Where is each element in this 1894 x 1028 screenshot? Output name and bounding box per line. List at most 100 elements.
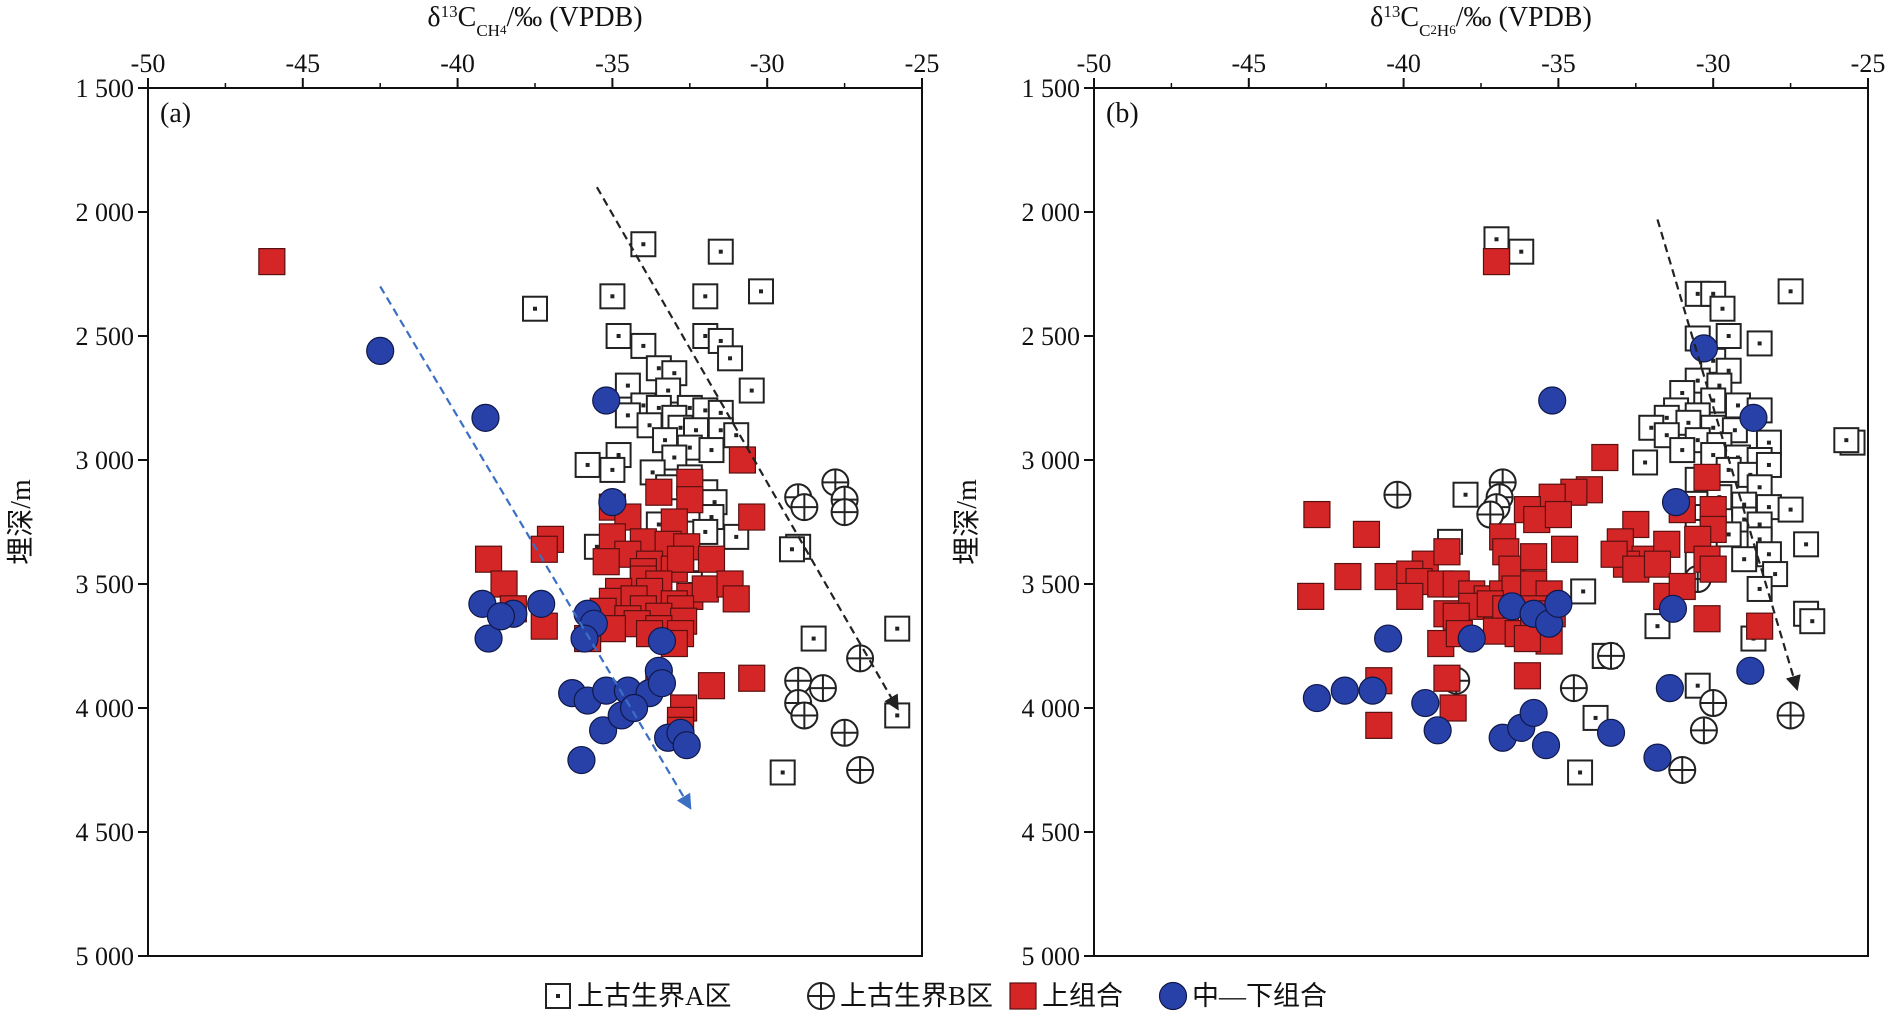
data-point [258, 248, 286, 276]
data-point-dot [1717, 383, 1722, 388]
data-point [672, 731, 701, 760]
x-axis-title-part: δ [427, 2, 440, 33]
y-axis-title: 埋深/m [952, 479, 983, 565]
data-point [661, 444, 688, 471]
data-point-dot [1695, 291, 1700, 296]
y-tick-label: 5 000 [1022, 942, 1081, 971]
data-point [1653, 422, 1680, 449]
data-point [1799, 608, 1826, 635]
data-point [599, 283, 626, 310]
data-point [1661, 488, 1691, 517]
data-point-dot [656, 366, 661, 371]
data-point-dot [1494, 237, 1499, 242]
data-point [630, 332, 657, 359]
data-point-dot [1742, 557, 1747, 562]
data-point-dot [594, 544, 599, 549]
data-point-dot [703, 529, 708, 534]
data-point [1689, 716, 1718, 745]
data-point [1483, 226, 1510, 253]
data-point [1452, 481, 1479, 508]
data-point-dot [1720, 306, 1725, 311]
data-point [1433, 664, 1461, 692]
legend-item: 中—下组合 [1158, 981, 1327, 1011]
data-point-dot [728, 356, 733, 361]
data-point [1330, 676, 1359, 705]
data-point-dot [1711, 453, 1716, 458]
legend-marker [1009, 982, 1037, 1010]
data-point-box [605, 323, 632, 349]
legend-marker [545, 983, 571, 1009]
data-point [697, 672, 726, 700]
data-point [692, 283, 719, 310]
y-axis: 1 500 2 000 2 500 3 000 3 500 4 000 4 500 5 000 [1022, 74, 1094, 971]
x-axis-title: δ13CC2H6/‰ (VPDB) [1370, 2, 1592, 40]
chart-panel-a: -50 -45 -40 -35 -30 -25 1 500 2 000 2 500 3 000 3 … [6, 2, 939, 972]
data-point [698, 437, 725, 464]
series-circle [1302, 334, 1768, 772]
data-point [1776, 701, 1805, 730]
data-point [691, 575, 719, 603]
data-point-dot [1711, 425, 1716, 430]
series-circle [366, 336, 701, 775]
data-point-dot [1655, 624, 1660, 629]
data-point [1755, 451, 1782, 478]
data-point [808, 674, 837, 703]
data-point-dot [641, 242, 646, 247]
x-axis: -50 -45 -40 -35 -30 -25 [1077, 49, 1885, 88]
data-point-dot [687, 405, 692, 410]
data-point-dot [693, 428, 698, 433]
data-point [1833, 427, 1860, 454]
trend-arrow [1656, 219, 1801, 692]
data-point-box [522, 295, 548, 322]
data-point-dot [1726, 368, 1731, 373]
data-point [884, 615, 911, 642]
data-point [1559, 674, 1588, 703]
panel-label: (b) [1106, 98, 1139, 129]
data-point-dot [895, 626, 900, 631]
data-point-dot [703, 334, 708, 338]
data-point [830, 498, 859, 527]
legend-item: 上组合 [1009, 981, 1123, 1011]
data-point-dot [1519, 249, 1524, 254]
data-point-dot [641, 403, 646, 408]
data-point [1352, 520, 1381, 549]
data-point [366, 336, 395, 365]
data-point-box [1793, 531, 1820, 558]
data-point [527, 589, 556, 618]
legend-label: 上古生界B区 [840, 981, 993, 1011]
legend-label: 上组合 [1042, 981, 1123, 1011]
data-point-dot [1726, 467, 1731, 472]
data-point-dot [1766, 440, 1771, 445]
data-point-dot [1581, 589, 1586, 594]
data-point [1513, 624, 1542, 653]
data-point-dot [1680, 448, 1685, 453]
data-point-dot [734, 534, 739, 539]
data-point [486, 602, 516, 631]
data-point-dot [709, 515, 714, 520]
data-point [1544, 500, 1573, 529]
data-point [1383, 480, 1412, 509]
data-point-dot [663, 438, 668, 443]
x-axis-title-part: 2 [1430, 22, 1437, 37]
data-point-dot [1742, 502, 1747, 507]
data-point [1669, 437, 1696, 464]
data-point-dot [610, 467, 615, 472]
data-point [1570, 578, 1597, 605]
y-tick-label: 3 500 [1022, 570, 1081, 599]
x-axis-title-part: C [1419, 21, 1430, 40]
data-point [1777, 278, 1804, 305]
data-point [1746, 612, 1774, 640]
data-point [589, 716, 618, 745]
data-point [1297, 582, 1325, 611]
data-point-dot [672, 455, 677, 460]
data-point [1632, 449, 1659, 476]
data-point-dot [1735, 403, 1740, 408]
data-point-dot [1757, 341, 1762, 346]
y-tick-label: 2 000 [1022, 198, 1081, 227]
data-point [1513, 662, 1542, 690]
data-point [697, 545, 726, 573]
y-tick-label: 5 000 [76, 942, 135, 971]
data-point-dot [712, 500, 717, 505]
data-point [1643, 550, 1672, 578]
data-point [723, 523, 750, 550]
